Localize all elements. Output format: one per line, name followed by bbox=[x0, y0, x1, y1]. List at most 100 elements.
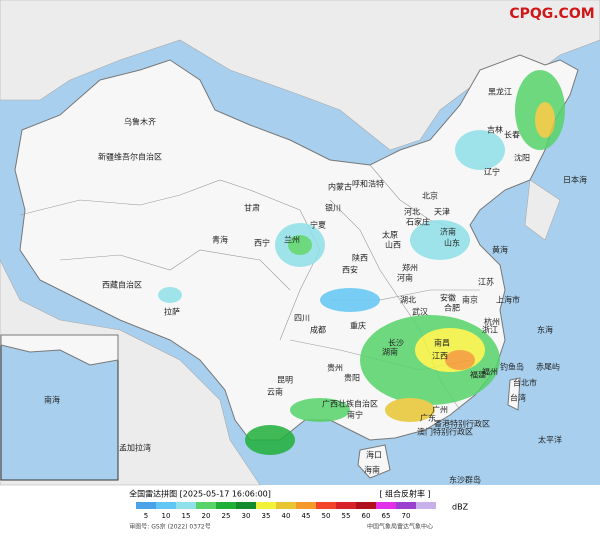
map-label: 太原 bbox=[382, 230, 398, 240]
map-label: 太平洋 bbox=[538, 435, 562, 445]
map-label: 台湾 bbox=[510, 393, 526, 403]
map-label: 银川 bbox=[325, 203, 341, 213]
map-label: 东沙群岛 bbox=[449, 475, 481, 485]
map-label: 长春 bbox=[504, 130, 520, 140]
legend-tick-label: 70 bbox=[402, 512, 411, 520]
map-label: 西宁 bbox=[254, 238, 270, 248]
color-swatch bbox=[236, 502, 256, 509]
map-label: 山东 bbox=[444, 238, 460, 248]
color-swatch bbox=[156, 502, 176, 509]
legend-tick-label: 45 bbox=[302, 512, 311, 520]
color-swatch bbox=[216, 502, 236, 509]
color-swatch bbox=[276, 502, 296, 509]
map-label: 黄海 bbox=[492, 245, 508, 255]
map-label: 湖南 bbox=[382, 347, 398, 357]
map-label: 南京 bbox=[462, 295, 478, 305]
map-label: 赤尾屿 bbox=[536, 363, 560, 372]
map-label: 西藏自治区 bbox=[102, 280, 142, 290]
approval-number: 审图号: GS京 (2022) 0372号 bbox=[129, 523, 210, 531]
legend-tick-label: 35 bbox=[262, 512, 271, 520]
legend-tick-label: 65 bbox=[382, 512, 391, 520]
map-label: 天津 bbox=[434, 207, 450, 217]
hainan bbox=[357, 444, 391, 479]
taiwan bbox=[507, 377, 521, 411]
map-label: 武汉 bbox=[412, 307, 428, 317]
map-label: 拉萨 bbox=[164, 307, 180, 317]
legend-tick-label: 30 bbox=[242, 512, 251, 520]
color-swatch bbox=[196, 502, 216, 509]
legend-tick-label: 40 bbox=[282, 512, 291, 520]
map-label: 福州 bbox=[482, 368, 498, 377]
map-label: 重庆 bbox=[350, 321, 366, 331]
map-label: 云南 bbox=[267, 387, 283, 397]
legend-tick-label: 55 bbox=[342, 512, 351, 520]
map-label: 宁夏 bbox=[310, 220, 326, 230]
map-label: 陕西 bbox=[352, 253, 368, 263]
legend-title: 全国雷达拼图 [2025-05-17 16:06:00] bbox=[129, 489, 271, 499]
color-swatch bbox=[396, 502, 416, 509]
color-swatch bbox=[176, 502, 196, 509]
inset-land bbox=[0, 334, 119, 366]
map-label: 吉林 bbox=[487, 125, 503, 135]
map-label: 贵阳 bbox=[344, 373, 360, 383]
map-label: 山西 bbox=[385, 240, 401, 250]
watermark: CPQG.COM bbox=[509, 6, 594, 22]
map-label: 东海 bbox=[537, 325, 553, 335]
color-swatch bbox=[356, 502, 376, 509]
map-label: 合肥 bbox=[444, 303, 460, 313]
map-label: 西安 bbox=[342, 265, 358, 275]
color-swatch bbox=[316, 502, 336, 509]
map-label: 南海 bbox=[44, 395, 60, 405]
map-label: 南昌 bbox=[434, 338, 450, 348]
map-label: 浙江 bbox=[482, 325, 498, 335]
map-label: 北京 bbox=[422, 191, 438, 201]
map-label: 长沙 bbox=[388, 338, 404, 348]
neighbor-land bbox=[0, 0, 600, 486]
map-label: 兰州 bbox=[284, 235, 300, 245]
map-label: 广东 bbox=[420, 413, 436, 423]
map-label: 钓鱼岛 bbox=[500, 362, 524, 372]
map-label: 日本海 bbox=[563, 175, 587, 185]
color-swatch bbox=[256, 502, 276, 509]
map-label: 内蒙古 bbox=[328, 182, 352, 192]
legend-tick-label: 25 bbox=[222, 512, 231, 520]
map-label: 香港特别行政区 bbox=[434, 419, 490, 429]
map-label: 安徽 bbox=[440, 293, 456, 303]
map-label: 海南 bbox=[364, 465, 380, 475]
legend-product: [ 组合反射率 ] bbox=[379, 489, 430, 499]
source: 中国气象局雷达气象中心 bbox=[367, 523, 433, 531]
radar-echoes bbox=[158, 70, 565, 455]
map-label: 石家庄 bbox=[406, 217, 430, 227]
map-label: 成都 bbox=[310, 325, 326, 335]
legend-unit: dBZ bbox=[452, 503, 469, 512]
map-label: 济南 bbox=[440, 227, 456, 237]
map-label: 广州 bbox=[432, 405, 448, 415]
color-swatch bbox=[136, 502, 156, 509]
map-label: 河南 bbox=[397, 273, 413, 283]
map-label: 上海市 bbox=[496, 295, 520, 305]
legend-tick-label: 20 bbox=[202, 512, 211, 520]
map-label: 台北市 bbox=[513, 378, 537, 388]
map-label: 郑州 bbox=[402, 263, 418, 273]
map-label: 福建 bbox=[470, 370, 486, 380]
map-label: 四川 bbox=[294, 314, 310, 323]
map-label: 呼和浩特 bbox=[352, 179, 384, 189]
color-swatch bbox=[336, 502, 356, 509]
map-label: 南宁 bbox=[347, 410, 363, 420]
legend-tick-label: 50 bbox=[322, 512, 331, 520]
map-label: 新疆维吾尔自治区 bbox=[98, 152, 162, 162]
map-label: 辽宁 bbox=[484, 167, 500, 177]
map-label: 广西壮族自治区 bbox=[322, 399, 378, 409]
color-swatch bbox=[296, 502, 316, 509]
map-label: 乌鲁木齐 bbox=[124, 117, 156, 127]
map-label: 黑龙江 bbox=[488, 87, 512, 97]
map-label: 沈阳 bbox=[514, 153, 530, 163]
map-label: 江西 bbox=[432, 352, 448, 361]
map-label: 贵州 bbox=[327, 363, 343, 373]
legend-tick-label: 15 bbox=[182, 512, 191, 520]
map-label: 海口 bbox=[366, 450, 382, 460]
color-swatch bbox=[416, 502, 436, 509]
map-label: 孟加拉湾 bbox=[119, 443, 151, 453]
map-label: 河北 bbox=[404, 207, 420, 217]
map-label: 青海 bbox=[212, 235, 228, 245]
